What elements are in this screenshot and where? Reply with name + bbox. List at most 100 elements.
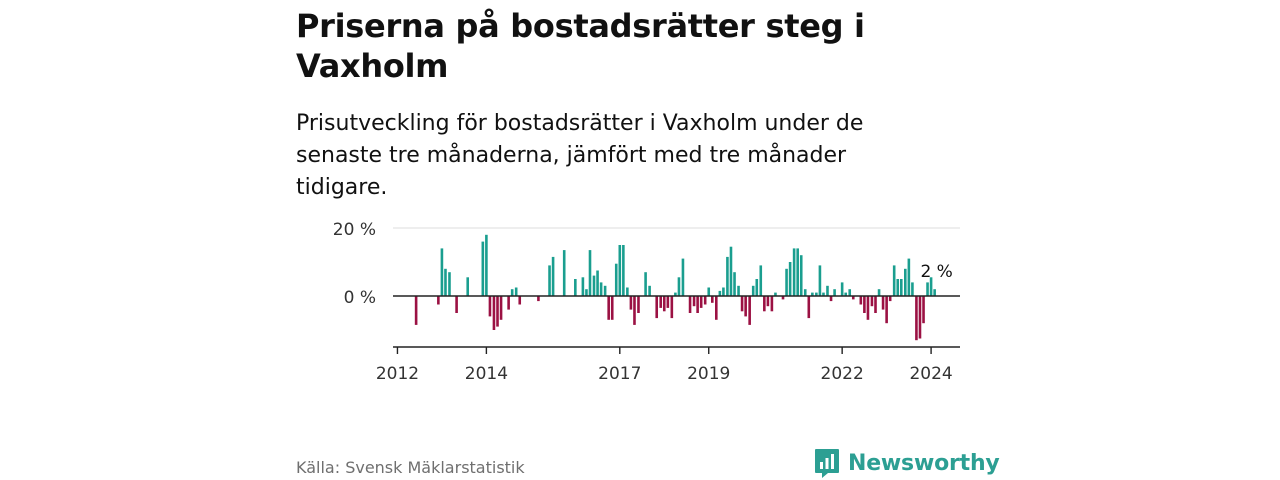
bar-56	[718, 290, 722, 296]
x-tick-label: 2024	[909, 364, 952, 384]
bar-0	[414, 296, 418, 325]
bar-45	[674, 292, 677, 296]
bar-23	[585, 289, 588, 296]
bar-17	[537, 296, 540, 302]
bar-27	[599, 282, 603, 296]
bar-31	[614, 263, 618, 296]
bar-24	[588, 250, 592, 296]
bar-50	[696, 296, 699, 313]
bar-36	[633, 296, 636, 325]
bar-106	[915, 296, 918, 341]
bar-53	[707, 287, 711, 296]
bar-98	[885, 296, 888, 324]
bar-29	[607, 296, 610, 320]
chart-subtitle: Prisutveckling för bostadsrätter i Vaxho…	[296, 111, 864, 200]
bar-74	[788, 262, 792, 296]
bar-79	[807, 296, 811, 319]
bar-13	[507, 296, 510, 310]
bar-64	[748, 296, 751, 325]
bar-75	[792, 248, 796, 296]
bar-101	[896, 279, 900, 296]
bar-9	[488, 296, 492, 317]
bar-59	[729, 246, 733, 296]
bar-103	[904, 268, 907, 296]
bar-87	[840, 282, 844, 296]
bar-66	[755, 279, 759, 296]
bar-1	[437, 296, 440, 305]
bar-110	[929, 277, 933, 296]
bar-99	[888, 296, 892, 302]
bar-80	[811, 292, 814, 296]
bar-16	[518, 296, 522, 305]
bar-51	[699, 296, 703, 308]
bar-3	[444, 268, 447, 296]
bar-47	[681, 258, 685, 296]
bar-94	[870, 296, 874, 307]
bar-84	[826, 285, 829, 296]
bar-26	[596, 270, 599, 296]
bar-2	[440, 248, 444, 296]
bar-86	[833, 289, 836, 296]
bar-68	[763, 296, 766, 312]
bar-100	[892, 265, 896, 296]
bar-61	[737, 285, 740, 296]
source-note: Källa: Svensk Mäklarstatistik	[296, 458, 525, 477]
bar-96	[877, 289, 881, 296]
bar-20	[562, 250, 566, 296]
bar-14	[510, 289, 514, 296]
x-tick-label: 2012	[376, 364, 419, 384]
chart-title: Priserna på bostadsrätter steg i Vaxholm	[296, 7, 865, 85]
bar-111	[933, 289, 936, 296]
bar-25	[592, 275, 596, 296]
bar-21	[574, 279, 577, 296]
bar-83	[822, 292, 825, 296]
bar-15	[514, 287, 518, 296]
bar-39	[648, 285, 651, 296]
bar-67	[759, 265, 763, 296]
bar-77	[799, 255, 803, 296]
bar-73	[785, 268, 788, 296]
bar-60	[733, 272, 736, 296]
bar-70	[770, 296, 774, 312]
bar-65	[751, 285, 755, 296]
bar-57	[722, 287, 725, 296]
bar-90	[851, 296, 855, 300]
bar-5	[455, 296, 458, 313]
bar-32	[618, 245, 622, 296]
bar-78	[803, 289, 807, 296]
bar-46	[677, 277, 681, 296]
bar-102	[900, 279, 903, 296]
bar-89	[848, 289, 852, 296]
bar-104	[907, 258, 911, 296]
bar-10	[492, 296, 496, 330]
bar-18	[548, 265, 551, 296]
bar-71	[774, 292, 777, 296]
bar-109	[926, 282, 929, 296]
bar-69	[766, 296, 770, 307]
bar-82	[818, 265, 822, 296]
bar-chart: 0 % 20 % 2 % 2012 2014 2017 2019 2022 2024	[333, 220, 960, 384]
bar-107	[918, 296, 922, 339]
x-tick-label: 2017	[598, 364, 641, 384]
bar-19	[551, 256, 555, 296]
y-tick-label: 0 %	[344, 288, 376, 308]
bar-4	[448, 272, 451, 296]
bar-35	[629, 296, 633, 310]
x-tick-label: 2022	[821, 364, 864, 384]
bar-52	[703, 296, 707, 305]
bar-34	[626, 287, 629, 296]
bar-41	[659, 296, 663, 308]
bar-40	[655, 296, 659, 319]
bar-58	[726, 256, 729, 296]
newsworthy-logo: Newsworthy	[814, 446, 1000, 480]
bar-30	[610, 296, 614, 320]
bar-93	[866, 296, 870, 320]
brand-name: Newsworthy	[848, 450, 1000, 476]
y-tick-label: 20 %	[333, 220, 376, 240]
bar-95	[874, 296, 877, 313]
bar-6	[466, 277, 470, 296]
bar-37	[637, 296, 640, 313]
bar-33	[622, 245, 625, 296]
bar-8	[485, 234, 488, 296]
bar-85	[829, 296, 833, 302]
